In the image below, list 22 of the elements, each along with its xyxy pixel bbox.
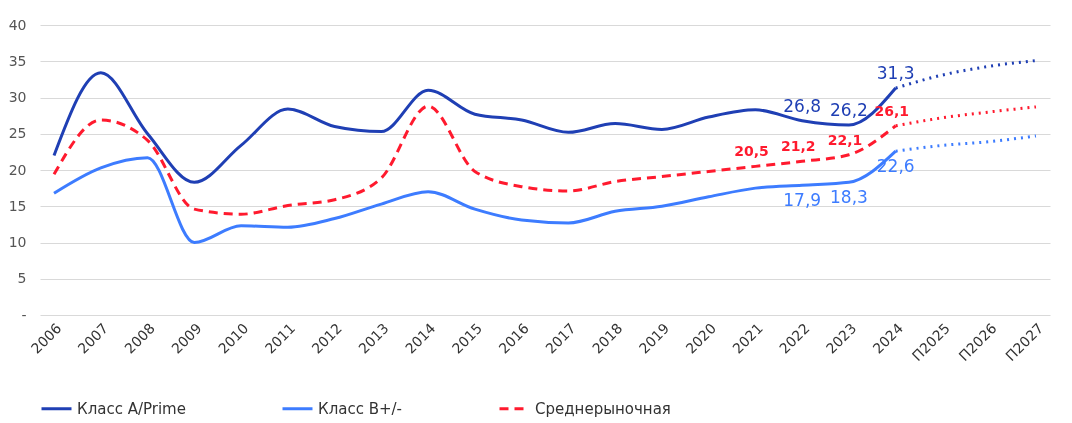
y-tick-label: 25 <box>8 125 27 142</box>
y-tick-label: 40 <box>8 16 27 33</box>
y-tick-label: - <box>21 306 27 323</box>
data-label: 26,1 <box>874 102 909 119</box>
legend-label: Класс B+/- <box>318 399 403 418</box>
y-tick-label: 30 <box>8 89 27 105</box>
data-label: 26,8 <box>783 95 822 116</box>
data-label: 21,2 <box>780 138 816 155</box>
data-label: 26,2 <box>830 100 868 121</box>
y-tick-label: 35 <box>8 52 27 69</box>
data-label: 18,3 <box>830 187 868 208</box>
y-tick-label: 10 <box>8 234 27 250</box>
y-tick-label: 20 <box>8 161 27 178</box>
y-tick-label: 5 <box>17 270 27 287</box>
data-label: 22,6 <box>876 156 915 177</box>
legend-label: Класс A/Prime <box>77 399 186 418</box>
y-tick-label: 15 <box>8 197 27 214</box>
data-label: 22,1 <box>827 131 863 148</box>
data-label: 20,5 <box>734 143 769 160</box>
data-label: 17,9 <box>783 190 822 211</box>
legend-label: Среднерыночная <box>535 399 671 418</box>
data-label: 31,3 <box>876 63 915 84</box>
